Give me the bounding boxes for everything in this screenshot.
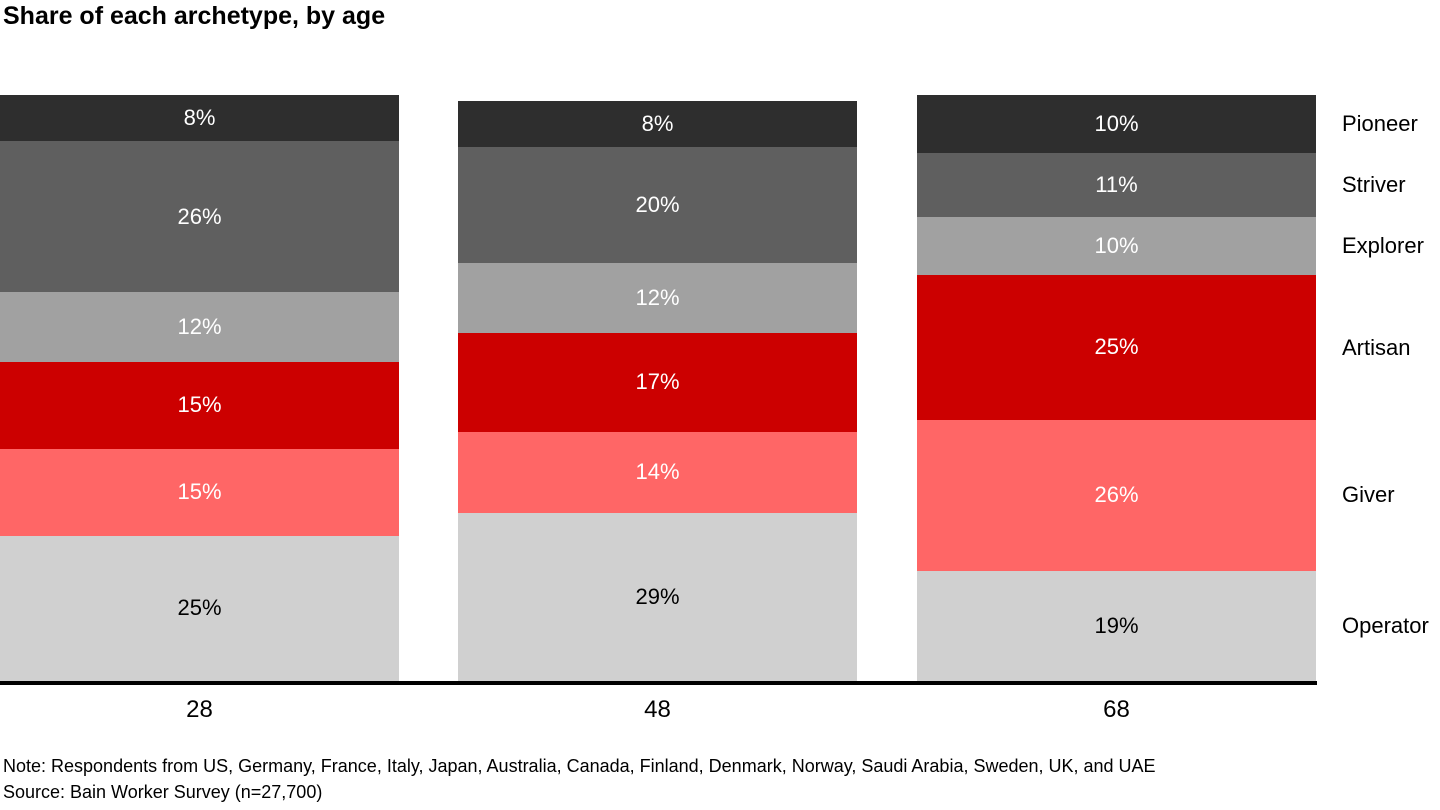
segment-value-label: 25% (177, 595, 222, 621)
segment-striver-68: 11% (917, 153, 1316, 217)
segment-artisan-68: 25% (917, 274, 1316, 420)
x-tick-label-28: 28 (186, 696, 213, 723)
segment-giver-68: 26% (917, 419, 1316, 571)
segment-value-label: 10% (1094, 232, 1139, 258)
segment-value-label: 15% (177, 392, 222, 418)
segment-value-label: 8% (641, 111, 674, 137)
segment-explorer-48: 12% (458, 263, 857, 333)
segment-value-label: 12% (177, 314, 222, 340)
segment-value-label: 26% (177, 203, 222, 229)
stacked-bar-68: 10% 11% 10% 25% 26% 19% (917, 95, 1316, 681)
series-label-artisan: Artisan (1342, 335, 1411, 360)
segment-striver-28: 26% (0, 141, 399, 293)
segment-value-label: 25% (1094, 334, 1139, 360)
segment-striver-48: 20% (458, 147, 857, 264)
segment-artisan-48: 17% (458, 332, 857, 432)
source-text: Source: Bain Worker Survey (n=27,700) (3, 782, 323, 802)
segment-value-label: 20% (635, 192, 680, 218)
series-label-explorer: Explorer (1342, 233, 1424, 258)
segment-operator-28: 25% (0, 535, 399, 681)
series-label-operator: Operator (1342, 613, 1429, 638)
segment-value-label: 15% (177, 479, 222, 505)
segment-pioneer-28: 8% (0, 95, 399, 142)
segment-pioneer-68: 10% (917, 95, 1316, 154)
stacked-bar-48: 8% 20% 12% 17% 14% 29% (458, 101, 857, 681)
segment-giver-48: 14% (458, 431, 857, 513)
segment-pioneer-48: 8% (458, 101, 857, 148)
x-tick-label-68: 68 (1103, 696, 1130, 723)
x-tick-label-48: 48 (644, 696, 671, 723)
segment-explorer-68: 10% (917, 216, 1316, 275)
segment-value-label: 29% (635, 583, 680, 609)
segment-value-label: 19% (1094, 612, 1139, 638)
segment-value-label: 11% (1095, 171, 1138, 197)
segment-explorer-28: 12% (0, 292, 399, 362)
series-label-pioneer: Pioneer (1342, 111, 1418, 136)
segment-artisan-28: 15% (0, 361, 399, 449)
segment-value-label: 26% (1094, 482, 1139, 508)
segment-giver-28: 15% (0, 448, 399, 536)
footnote-block: Note: Respondents from US, Germany, Fran… (3, 753, 1156, 805)
chart-title: Share of each archetype, by age (3, 2, 386, 30)
segment-operator-68: 19% (917, 570, 1316, 681)
segment-value-label: 10% (1094, 111, 1139, 136)
segment-value-label: 14% (635, 459, 680, 485)
series-label-giver: Giver (1342, 482, 1395, 507)
segment-value-label: 17% (635, 369, 680, 395)
x-axis-line (0, 681, 1317, 685)
segment-value-label: 12% (635, 285, 680, 311)
segment-value-label: 8% (183, 105, 216, 131)
segment-operator-48: 29% (458, 512, 857, 681)
stacked-bar-28: 8% 26% 12% 15% 15% 25% (0, 95, 399, 681)
note-text: Note: Respondents from US, Germany, Fran… (3, 756, 1156, 776)
series-label-striver: Striver (1342, 172, 1406, 197)
